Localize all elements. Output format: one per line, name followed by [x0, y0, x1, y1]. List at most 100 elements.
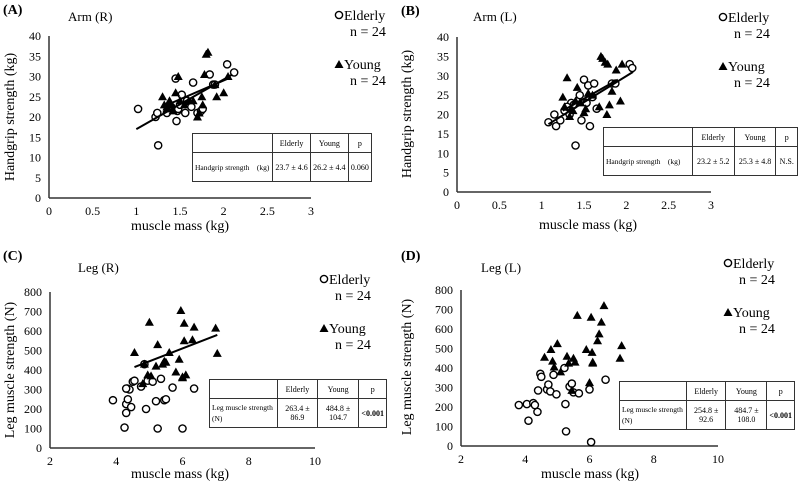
young-point — [173, 72, 183, 80]
table-value-p: <0.001 — [358, 398, 387, 428]
elderly-trendline — [547, 71, 634, 126]
y-tick-label: 200 — [24, 402, 42, 416]
elderly-point — [574, 389, 584, 398]
young-point — [567, 385, 577, 394]
y-tick-label: 25 — [29, 90, 41, 104]
x-tick-label: 8 — [651, 452, 657, 466]
elderly-point — [229, 68, 239, 77]
table-header-young: Young — [733, 127, 777, 147]
young-point — [581, 104, 591, 113]
young-point — [607, 86, 617, 95]
young-point — [548, 356, 558, 365]
y-tick-label: 5 — [443, 166, 449, 180]
table-header-elderly: Elderly — [272, 133, 311, 153]
legend-elderly-n: n = 24 — [739, 273, 775, 288]
y-tick-label: 200 — [435, 400, 453, 414]
table-header-empty — [208, 379, 279, 399]
young-point — [562, 73, 572, 82]
y-tick-label: 35 — [437, 49, 449, 63]
x-tick-label: 10 — [309, 454, 321, 468]
x-tick-label: 2 — [458, 452, 464, 466]
legend-young-label: Young — [733, 306, 770, 321]
table-value-young: 484.7 ± 108.0 — [725, 400, 768, 430]
y-tick-label: 40 — [437, 30, 449, 44]
elderly-point — [551, 121, 561, 131]
table-header-empty — [191, 133, 274, 153]
young-point — [219, 88, 229, 97]
y-tick-label: 400 — [24, 363, 42, 377]
panel-label: (B) — [401, 4, 420, 19]
y-axis-label: Handgrip strength (kg) — [400, 50, 415, 179]
young-point — [564, 358, 574, 367]
legend-elderly-label: Elderly — [733, 257, 774, 272]
young-point — [178, 373, 187, 382]
elderly-point — [188, 78, 198, 87]
panel-label: (A) — [3, 3, 23, 18]
x-tick-label: 2 — [47, 454, 53, 468]
x-tick-label: 6 — [180, 454, 186, 468]
young-point — [197, 92, 207, 101]
young-point — [603, 59, 613, 68]
elderly-point — [586, 437, 596, 447]
table-value-elderly: 23.7 ± 4.6 — [272, 152, 311, 182]
y-tick-label: 35 — [29, 49, 41, 63]
young-trendline — [134, 333, 218, 369]
elderly-point — [514, 400, 524, 410]
table-value-young: 25.3 ± 4.8 — [733, 146, 777, 176]
young-point — [552, 339, 562, 348]
stats-table-arm-r: Elderly Young p Handgrip strength (kg) 23.7… — [191, 133, 373, 182]
elderly-point — [120, 423, 129, 432]
table-row-label: Leg muscle strength (N) — [208, 398, 280, 428]
legend-elderly-marker — [319, 274, 329, 284]
legend-young-marker — [718, 62, 728, 70]
x-tick-label: 3 — [308, 204, 314, 218]
table-value-young: 26.2 ± 4.4 — [309, 152, 349, 182]
elderly-point — [544, 380, 553, 389]
elderly-point — [123, 394, 133, 404]
stats-table-leg-r: Elderly Young p Leg muscle strength (N) 263… — [208, 379, 387, 428]
x-tick-label: 1.5 — [577, 198, 592, 212]
elderly-point — [577, 116, 586, 125]
legend-young-label: Young — [728, 60, 765, 75]
young-point — [570, 357, 580, 366]
y-tick-label: 800 — [24, 285, 42, 299]
table-value-elderly: 254.8 ± 92.6 — [685, 400, 727, 430]
young-point — [203, 47, 213, 56]
young-point — [572, 82, 582, 91]
legend-young-marker — [334, 60, 344, 68]
panel-label: (C) — [3, 249, 23, 264]
x-axis-label: muscle mass (kg) — [131, 467, 229, 482]
elderly-point — [126, 402, 136, 412]
elderly-point — [579, 75, 589, 84]
y-tick-label: 600 — [24, 324, 42, 338]
x-tick-label: 4 — [522, 452, 528, 466]
stats-table-leg-l: Elderly Young p Leg muscle strength (N) 254… — [619, 381, 795, 430]
x-tick-label: 8 — [246, 454, 252, 468]
y-tick-label: 25 — [437, 88, 449, 102]
young-point — [602, 110, 612, 118]
young-point — [556, 367, 566, 376]
young-point — [151, 361, 161, 370]
elderly-point — [524, 416, 533, 425]
table-row-label: Handgrip strength (kg) — [191, 152, 274, 182]
legend-young-n: n = 24 — [739, 322, 775, 337]
young-point — [161, 357, 171, 366]
panel-label: (D) — [401, 249, 421, 264]
elderly-point — [552, 390, 561, 399]
young-point — [199, 69, 209, 78]
legend-elderly-marker — [718, 12, 728, 22]
young-point — [546, 344, 556, 353]
elderly-point — [153, 141, 163, 150]
table-value-p: 0.060 — [347, 152, 373, 182]
young-point — [558, 92, 568, 101]
x-tick-label: 2 — [623, 198, 629, 212]
young-point — [586, 312, 596, 321]
elderly-point — [121, 384, 131, 393]
y-tick-label: 20 — [29, 110, 41, 124]
y-tick-label: 40 — [29, 29, 41, 43]
legend-young-label: Young — [329, 322, 366, 337]
y-tick-label: 10 — [29, 151, 41, 165]
elderly-point — [537, 372, 546, 382]
x-tick-label: 0 — [46, 204, 52, 218]
